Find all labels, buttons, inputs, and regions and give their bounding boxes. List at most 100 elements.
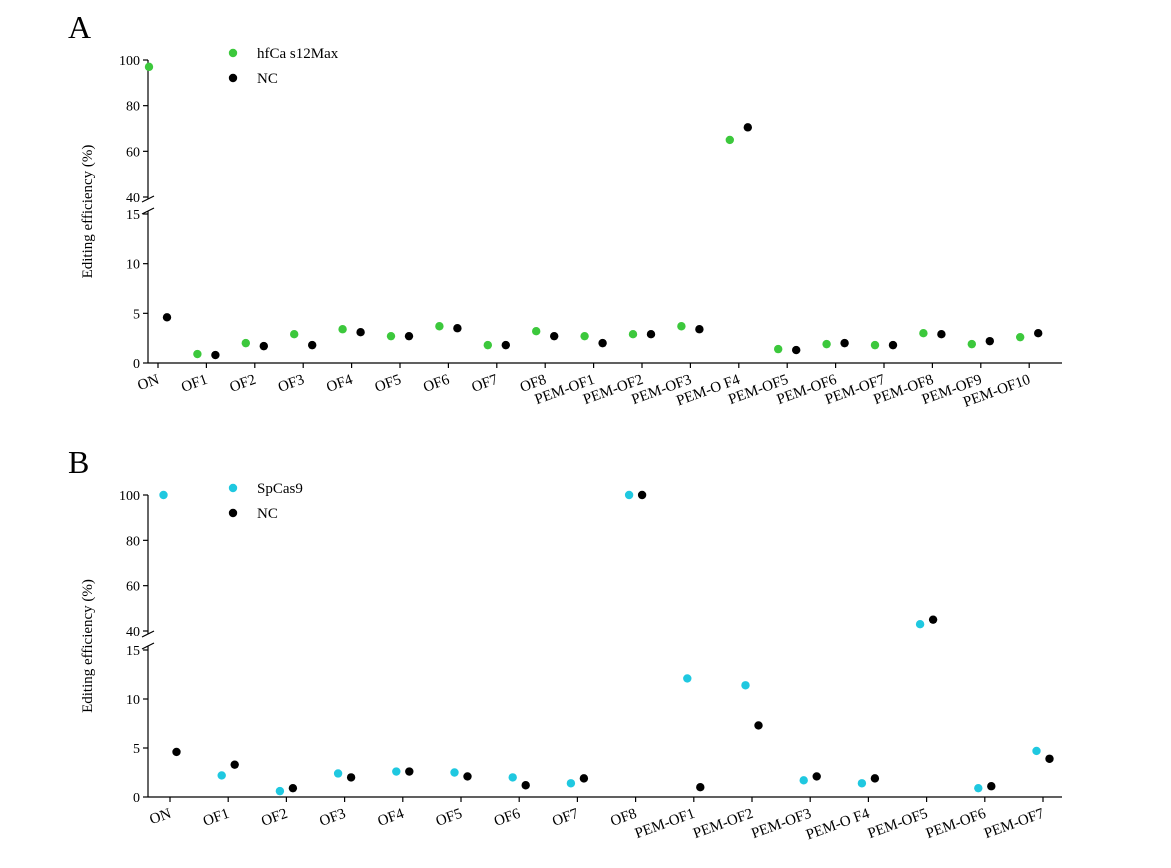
data-point	[579, 774, 589, 783]
x-tick-label: OF6	[492, 806, 523, 830]
legend-label: hfCa s12Max	[257, 46, 339, 62]
y-tick-label: 15	[126, 644, 140, 659]
legend-label: NC	[257, 71, 278, 87]
data-point	[919, 329, 928, 338]
y-tick-label: 0	[133, 357, 140, 372]
x-tick-label: OF2	[228, 372, 259, 396]
data-point	[550, 331, 559, 341]
data-point	[840, 338, 849, 348]
x-tick-label: PEM-OF1	[633, 806, 697, 842]
y-tick-label: 80	[126, 100, 140, 115]
x-tick-label: ON	[148, 806, 174, 829]
axis-break-mark	[141, 642, 155, 650]
data-point	[501, 340, 510, 350]
data-point	[677, 322, 686, 331]
x-tick-label: OF6	[421, 372, 452, 396]
data-point	[275, 786, 285, 796]
y-tick-label: 100	[119, 54, 140, 69]
data-point	[624, 490, 634, 500]
data-point	[987, 782, 996, 791]
legend-marker	[228, 508, 238, 518]
data-point	[857, 779, 867, 788]
x-tick-label: OF4	[324, 372, 355, 396]
data-point	[774, 344, 783, 354]
x-tick-label: OF4	[376, 806, 407, 830]
series-1-points	[172, 490, 1054, 793]
y-tick-label: 40	[126, 625, 140, 640]
data-point	[822, 339, 831, 349]
x-tick-label: PEM-O F4	[804, 806, 872, 844]
x-tick-label: OF7	[470, 372, 501, 396]
x-tick-label: OF1	[179, 372, 210, 396]
x-tick-label: OF2	[259, 806, 290, 830]
data-point	[1032, 746, 1041, 756]
data-point	[172, 747, 181, 757]
data-point	[598, 338, 607, 348]
data-point	[937, 329, 946, 339]
axis-break-mark	[141, 630, 155, 638]
y-tick-label: 15	[126, 208, 140, 223]
series-0-points	[159, 490, 1041, 796]
data-point	[799, 776, 808, 785]
data-point	[211, 350, 220, 360]
data-point	[725, 135, 734, 145]
data-point	[683, 674, 692, 683]
x-tick-label: ON	[136, 372, 162, 395]
data-point	[159, 490, 168, 500]
legend-label: SpCas9	[257, 481, 303, 497]
data-point	[580, 331, 589, 341]
y-tick-label: 0	[133, 791, 140, 806]
chart-panel-b: B 40 60 80 100 0 5 10 15 Editing efficiency (%) ON…	[68, 444, 1062, 843]
data-point	[870, 340, 880, 350]
data-point	[974, 783, 983, 793]
x-tick-label: OF3	[317, 806, 348, 830]
data-point	[870, 774, 880, 783]
data-point	[888, 340, 898, 350]
data-point	[290, 329, 299, 339]
x-tick-label: PEM-OF7	[982, 806, 1047, 843]
data-point	[1034, 329, 1043, 338]
data-point	[241, 338, 250, 348]
data-point	[463, 772, 472, 781]
x-tick-label: OF3	[276, 372, 307, 396]
data-point	[985, 336, 994, 346]
panel-letter: B	[68, 444, 89, 480]
data-point	[566, 779, 576, 788]
data-point	[695, 325, 704, 334]
data-point	[308, 340, 317, 350]
axis-break-mark	[141, 207, 155, 215]
data-point	[532, 327, 541, 336]
data-point	[1045, 754, 1054, 763]
data-point	[521, 781, 530, 790]
data-point	[754, 721, 763, 730]
legend-label: NC	[257, 506, 278, 522]
data-point	[450, 768, 459, 777]
chart-panel-a: A 40 60 80 100 0 5 10 15 Editing efficiency (%) ON…	[68, 9, 1062, 411]
y-tick-label: 60	[126, 580, 140, 595]
data-point	[696, 783, 705, 792]
data-point	[1016, 332, 1025, 342]
y-tick-label: 5	[133, 742, 140, 757]
x-tick-label: OF1	[201, 806, 232, 830]
x-tick-label: PEM-OF5	[866, 806, 930, 842]
y-tick-label: 100	[119, 489, 140, 504]
data-point	[483, 340, 492, 350]
data-point	[967, 339, 976, 349]
legend-marker	[228, 483, 238, 493]
data-point	[508, 773, 517, 782]
data-point	[743, 123, 752, 132]
y-tick-label: 40	[126, 191, 140, 206]
data-point	[405, 767, 414, 776]
legend-marker	[228, 48, 238, 58]
data-point	[356, 328, 365, 337]
data-point	[162, 313, 172, 322]
y-tick-label: 60	[126, 145, 140, 160]
data-point	[741, 681, 750, 690]
data-point	[386, 331, 396, 341]
data-point	[230, 760, 239, 769]
data-point	[392, 767, 401, 776]
x-tick-label: OF5	[373, 372, 404, 396]
x-tick-label: OF5	[434, 806, 465, 830]
data-point	[628, 329, 638, 339]
